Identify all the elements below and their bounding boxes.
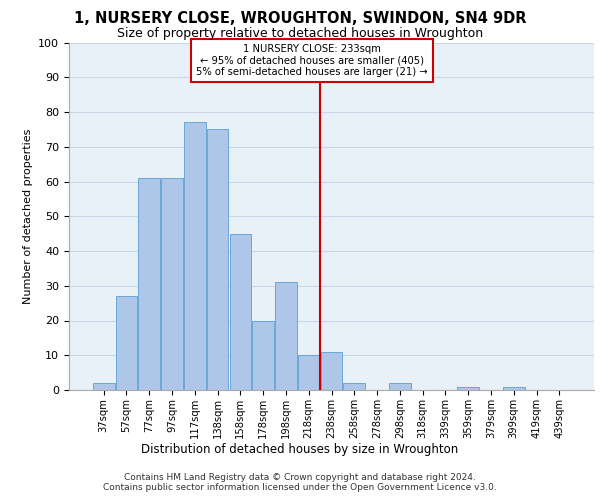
Text: Contains public sector information licensed under the Open Government Licence v3: Contains public sector information licen… — [103, 484, 497, 492]
Bar — [93, 383, 115, 390]
Bar — [457, 386, 479, 390]
Bar — [275, 282, 297, 390]
Bar — [207, 130, 229, 390]
Bar — [298, 355, 320, 390]
Bar — [139, 178, 160, 390]
Bar — [503, 386, 524, 390]
Bar — [389, 383, 410, 390]
Y-axis label: Number of detached properties: Number of detached properties — [23, 128, 33, 304]
Text: Distribution of detached houses by size in Wroughton: Distribution of detached houses by size … — [142, 442, 458, 456]
Bar — [184, 122, 206, 390]
Text: Contains HM Land Registry data © Crown copyright and database right 2024.: Contains HM Land Registry data © Crown c… — [124, 472, 476, 482]
Text: Size of property relative to detached houses in Wroughton: Size of property relative to detached ho… — [117, 28, 483, 40]
Bar — [161, 178, 183, 390]
Text: 1 NURSERY CLOSE: 233sqm
← 95% of detached houses are smaller (405)
5% of semi-de: 1 NURSERY CLOSE: 233sqm ← 95% of detache… — [196, 44, 428, 78]
Bar — [116, 296, 137, 390]
Bar — [253, 320, 274, 390]
Bar — [343, 383, 365, 390]
Bar — [230, 234, 251, 390]
Bar — [320, 352, 343, 390]
Text: 1, NURSERY CLOSE, WROUGHTON, SWINDON, SN4 9DR: 1, NURSERY CLOSE, WROUGHTON, SWINDON, SN… — [74, 11, 526, 26]
